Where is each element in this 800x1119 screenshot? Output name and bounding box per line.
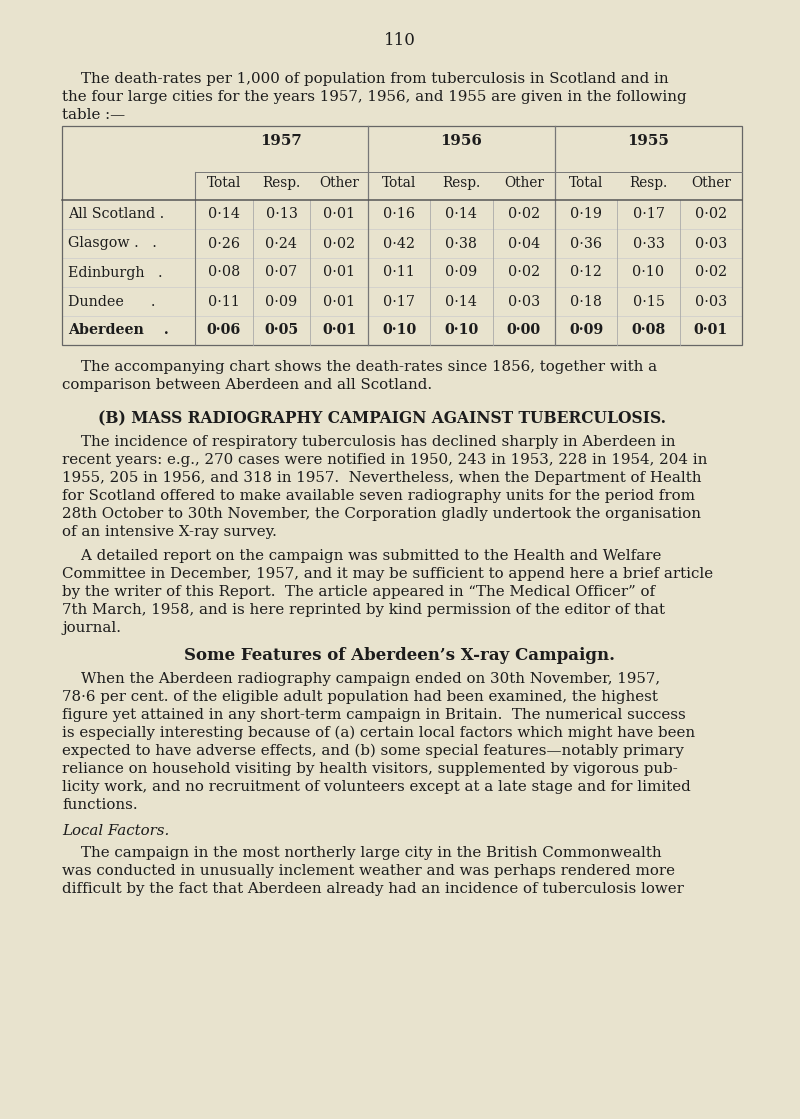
Text: recent years: e.g., 270 cases were notified in 1950, 243 in 1953, 228 in 1954, 2: recent years: e.g., 270 cases were notif…	[62, 453, 707, 467]
Text: is especially interesting because of (a) certain local factors which might have : is especially interesting because of (a)…	[62, 726, 695, 741]
Text: 0·07: 0·07	[266, 265, 298, 280]
Text: reliance on household visiting by health visitors, supplemented by vigorous pub-: reliance on household visiting by health…	[62, 762, 678, 775]
Text: 0·36: 0·36	[570, 236, 602, 251]
Text: All Scotland .: All Scotland .	[68, 207, 164, 222]
Text: 0·19: 0·19	[570, 207, 602, 222]
Text: Total: Total	[206, 176, 241, 190]
Text: Total: Total	[382, 176, 416, 190]
Text: 0·09: 0·09	[266, 294, 298, 309]
Text: Glasgow .   .: Glasgow . .	[68, 236, 157, 251]
Text: 0·18: 0·18	[570, 294, 602, 309]
Text: 0·06: 0·06	[206, 323, 241, 338]
Text: 1957: 1957	[261, 134, 302, 148]
Text: Other: Other	[319, 176, 359, 190]
Text: Aberdeen    .: Aberdeen .	[68, 323, 169, 338]
Text: 0·01: 0·01	[323, 265, 355, 280]
Text: Resp.: Resp.	[630, 176, 668, 190]
Text: 0·01: 0·01	[323, 207, 355, 222]
Text: was conducted in unusually inclement weather and was perhaps rendered more: was conducted in unusually inclement wea…	[62, 864, 675, 878]
Text: 0·14: 0·14	[446, 207, 478, 222]
Text: 0·15: 0·15	[633, 294, 665, 309]
Text: 0·10: 0·10	[633, 265, 665, 280]
Text: 0·11: 0·11	[383, 265, 415, 280]
Text: 0·12: 0·12	[570, 265, 602, 280]
Text: 0·04: 0·04	[508, 236, 540, 251]
Text: 0·01: 0·01	[323, 294, 355, 309]
Text: The campaign in the most northerly large city in the British Commonwealth: The campaign in the most northerly large…	[62, 846, 662, 861]
Text: comparison between Aberdeen and all Scotland.: comparison between Aberdeen and all Scot…	[62, 378, 432, 392]
Text: 0·17: 0·17	[383, 294, 415, 309]
Text: 0·05: 0·05	[264, 323, 298, 338]
Text: When the Aberdeen radiography campaign ended on 30th November, 1957,: When the Aberdeen radiography campaign e…	[62, 673, 660, 686]
Text: expected to have adverse effects, and (b) some special features—notably primary: expected to have adverse effects, and (b…	[62, 744, 684, 759]
Text: 0·02: 0·02	[694, 265, 727, 280]
Text: difficult by the fact that Aberdeen already had an incidence of tuberculosis low: difficult by the fact that Aberdeen alre…	[62, 882, 684, 896]
Text: 0·00: 0·00	[506, 323, 541, 338]
Text: of an intensive X-ray survey.: of an intensive X-ray survey.	[62, 525, 277, 539]
Text: 0·02: 0·02	[508, 207, 540, 222]
Text: Resp.: Resp.	[442, 176, 481, 190]
Text: 0·42: 0·42	[383, 236, 415, 251]
Text: 0·13: 0·13	[266, 207, 298, 222]
Text: 0·26: 0·26	[208, 236, 240, 251]
Text: 0·16: 0·16	[383, 207, 415, 222]
Text: Committee in December, 1957, and it may be sufficient to append here a brief art: Committee in December, 1957, and it may …	[62, 567, 713, 581]
Text: 7th March, 1958, and is here reprinted by kind permission of the editor of that: 7th March, 1958, and is here reprinted b…	[62, 603, 665, 617]
Text: 110: 110	[384, 32, 416, 49]
Text: figure yet attained in any short-term campaign in Britain.  The numerical succes: figure yet attained in any short-term ca…	[62, 708, 686, 722]
Text: by the writer of this Report.  The article appeared in “The Medical Officer” of: by the writer of this Report. The articl…	[62, 585, 655, 599]
Text: Edinburgh   .: Edinburgh .	[68, 265, 162, 280]
Text: 1955: 1955	[627, 134, 670, 148]
Text: 0·14: 0·14	[446, 294, 478, 309]
Bar	[62, 126, 742, 345]
Text: 0·03: 0·03	[508, 294, 540, 309]
Text: 0·09: 0·09	[569, 323, 603, 338]
Text: 28th October to 30th November, the Corporation gladly undertook the organisation: 28th October to 30th November, the Corpo…	[62, 507, 701, 521]
Text: 1956: 1956	[441, 134, 482, 148]
Text: 0·03: 0·03	[694, 236, 727, 251]
Text: The death-rates per 1,000 of population from tuberculosis in Scotland and in: The death-rates per 1,000 of population …	[62, 72, 669, 86]
Text: 0·03: 0·03	[694, 294, 727, 309]
Text: The accompanying chart shows the death-rates since 1856, together with a: The accompanying chart shows the death-r…	[62, 360, 657, 374]
Text: 0·09: 0·09	[446, 265, 478, 280]
Text: Dundee      .: Dundee .	[68, 294, 155, 309]
Text: Local Factors.: Local Factors.	[62, 824, 170, 838]
Text: 0·17: 0·17	[633, 207, 665, 222]
Text: 0·24: 0·24	[266, 236, 298, 251]
Text: functions.: functions.	[62, 798, 138, 812]
Text: 0·11: 0·11	[208, 294, 240, 309]
Text: licity work, and no recruitment of volunteers except at a late stage and for lim: licity work, and no recruitment of volun…	[62, 780, 690, 794]
Text: 0·02: 0·02	[323, 236, 355, 251]
Text: Other: Other	[504, 176, 544, 190]
Text: table :—: table :—	[62, 109, 125, 122]
Text: 0·10: 0·10	[444, 323, 478, 338]
Text: 0·08: 0·08	[208, 265, 240, 280]
Text: Other: Other	[691, 176, 730, 190]
Text: 0·01: 0·01	[694, 323, 728, 338]
Text: Resp.: Resp.	[262, 176, 301, 190]
Text: Some Features of Aberdeen’s X-ray Campaign.: Some Features of Aberdeen’s X-ray Campai…	[185, 647, 615, 664]
Text: 0·02: 0·02	[694, 207, 727, 222]
Text: 0·33: 0·33	[633, 236, 665, 251]
Text: 0·14: 0·14	[208, 207, 240, 222]
Text: 1955, 205 in 1956, and 318 in 1957.  Nevertheless, when the Department of Health: 1955, 205 in 1956, and 318 in 1957. Neve…	[62, 471, 702, 485]
Text: 0·08: 0·08	[631, 323, 666, 338]
Text: A detailed report on the campaign was submitted to the Health and Welfare: A detailed report on the campaign was su…	[62, 549, 662, 563]
Text: Total: Total	[569, 176, 603, 190]
Text: 0·38: 0·38	[446, 236, 478, 251]
Text: journal.: journal.	[62, 621, 121, 634]
Text: The incidence of respiratory tuberculosis has declined sharply in Aberdeen in: The incidence of respiratory tuberculosi…	[62, 435, 675, 449]
Text: 78·6 per cent. of the eligible adult population had been examined, the highest: 78·6 per cent. of the eligible adult pop…	[62, 690, 658, 704]
Text: for Scotland offered to make available seven radiography units for the period fr: for Scotland offered to make available s…	[62, 489, 695, 504]
Text: 0·02: 0·02	[508, 265, 540, 280]
Text: the four large cities for the years 1957, 1956, and 1955 are given in the follow: the four large cities for the years 1957…	[62, 90, 686, 104]
Text: (B) MASS RADIOGRAPHY CAMPAIGN AGAINST TUBERCULOSIS.: (B) MASS RADIOGRAPHY CAMPAIGN AGAINST TU…	[98, 410, 666, 427]
Text: 0·10: 0·10	[382, 323, 416, 338]
Text: 0·01: 0·01	[322, 323, 356, 338]
